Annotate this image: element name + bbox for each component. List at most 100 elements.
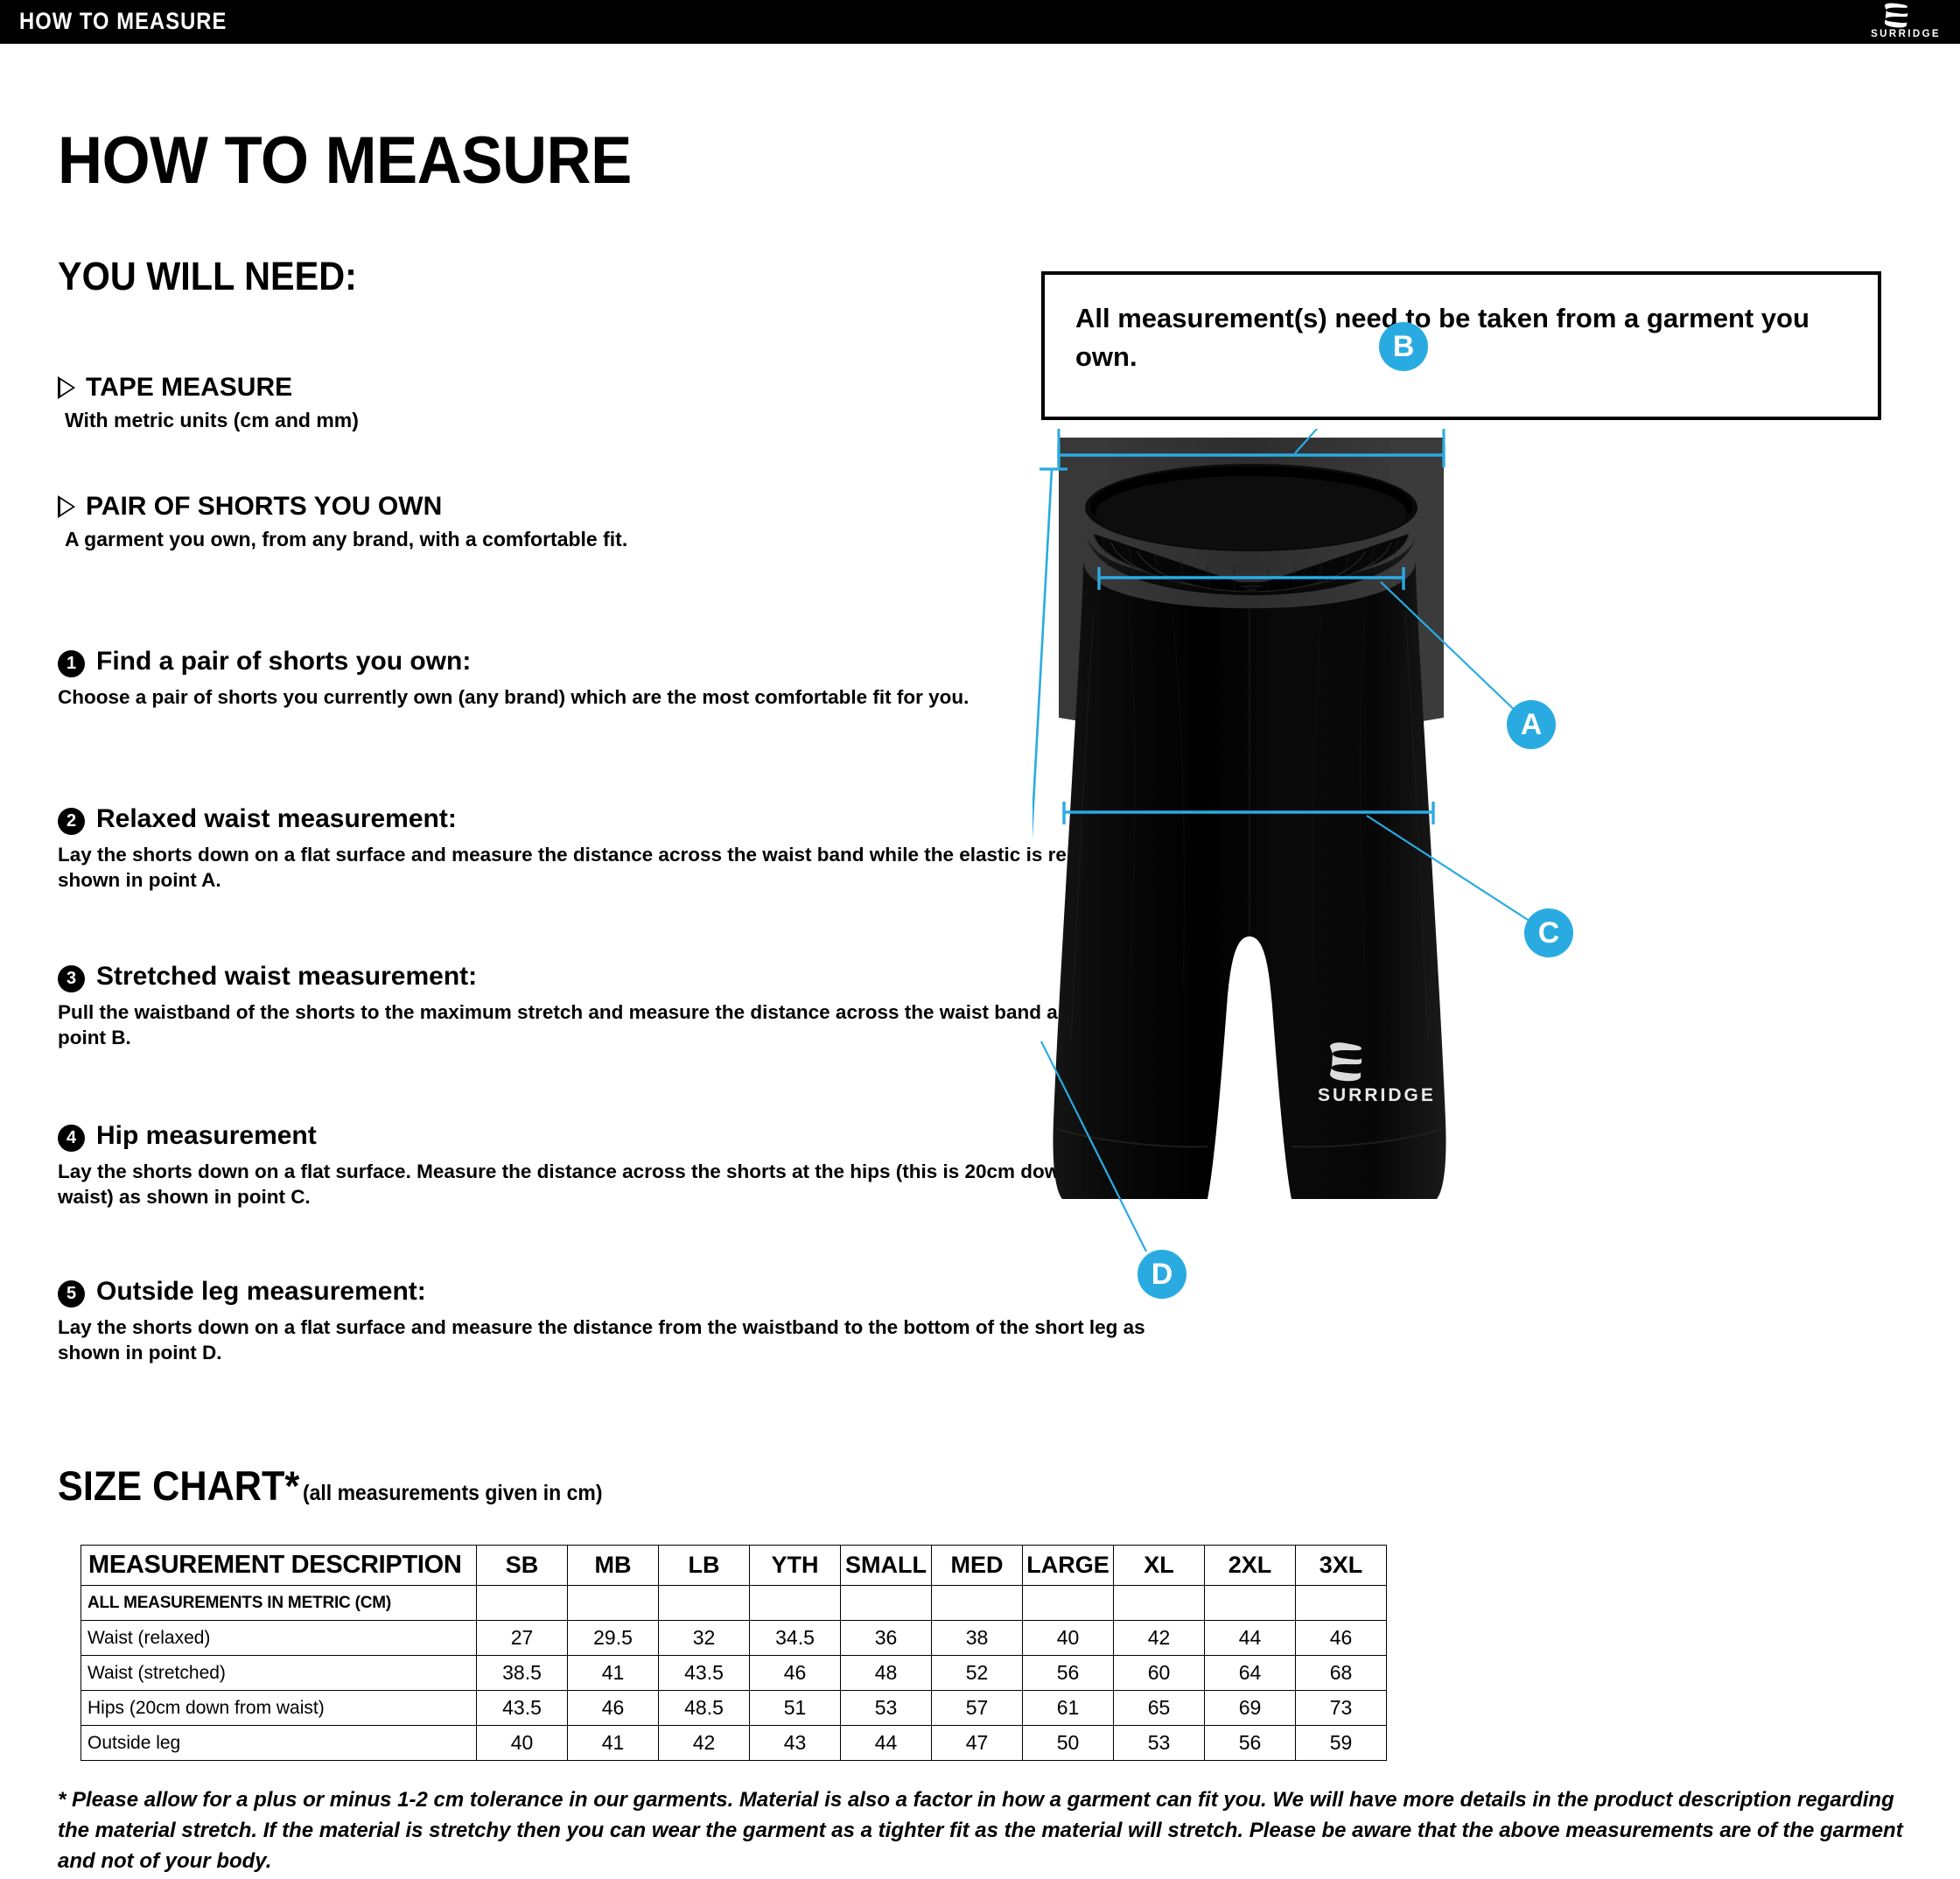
table-row-metric-note: ALL MEASUREMENTS IN METRIC (CM) — [80, 1585, 1387, 1621]
cell-value: 60 — [1113, 1655, 1205, 1691]
cell-value: 27 — [476, 1620, 568, 1656]
step-5: 5 Outside leg measurement: Lay the short… — [58, 1278, 1195, 1366]
callout-text: All measurement(s) need to be taken from… — [1075, 303, 1810, 373]
step-number-badge: 2 — [58, 808, 85, 835]
size-chart-table: MEASUREMENT DESCRIPTION SB MB LB YTH SMA… — [80, 1545, 1387, 1761]
top-bar: HOW TO MEASURE SURRIDGE — [0, 0, 1960, 44]
cell-value: 52 — [931, 1655, 1023, 1691]
cell-value: 44 — [840, 1725, 932, 1761]
col-mb: MB — [567, 1545, 659, 1586]
cell-value: 64 — [1204, 1655, 1296, 1691]
need-description: A garment you own, from any brand, with … — [65, 528, 628, 550]
cell-value: 53 — [1113, 1725, 1205, 1761]
triangle-bullet-icon — [58, 376, 75, 399]
step-1: 1 Find a pair of shorts you own: Choose … — [58, 648, 1195, 711]
cell-value: 46 — [567, 1690, 659, 1726]
cell-value: 46 — [749, 1655, 841, 1691]
size-chart-title: SIZE CHART* — [58, 1462, 300, 1509]
marker-badge-d: D — [1138, 1250, 1186, 1299]
cell-value: 38 — [931, 1620, 1023, 1656]
step-body: Choose a pair of shorts you currently ow… — [58, 686, 970, 708]
step-header: 4 Hip measurement — [58, 1122, 1195, 1152]
step-header: 5 Outside leg measurement: — [58, 1278, 1195, 1308]
step-title: Stretched waist measurement: — [96, 962, 478, 991]
table-row: Outside leg 40 41 42 43 44 47 50 53 56 5… — [80, 1725, 1387, 1761]
need-title-label: PAIR OF SHORTS YOU OWN — [86, 492, 443, 521]
row-label: Hips (20cm down from waist) — [80, 1690, 477, 1726]
step-header: 1 Find a pair of shorts you own: — [58, 648, 1195, 677]
shorts-illustration: SURRIDGE — [943, 325, 1541, 1462]
need-item-pair-of-shorts: PAIR OF SHORTS YOU OWN A garment you own… — [58, 492, 627, 551]
cell-value: 53 — [840, 1690, 932, 1726]
step-header: 3 Stretched waist measurement: — [58, 963, 1195, 992]
cell-value: 43.5 — [476, 1690, 568, 1726]
surridge-print: SURRIDGE — [1318, 1042, 1436, 1105]
step-3: 3 Stretched waist measurement: Pull the … — [58, 963, 1195, 1051]
size-chart-heading: SIZE CHART* (all measurements given in c… — [58, 1462, 603, 1510]
cell-value: 48 — [840, 1655, 932, 1691]
marker-badge-b: B — [1379, 322, 1428, 371]
cell-value: 29.5 — [567, 1620, 659, 1656]
step-number-badge: 5 — [58, 1280, 85, 1308]
step-body: Pull the waistband of the shorts to the … — [58, 1001, 1160, 1048]
top-bar-title: HOW TO MEASURE — [19, 8, 228, 34]
empty-cell — [1113, 1585, 1205, 1621]
cell-value: 41 — [567, 1655, 659, 1691]
cell-value: 48.5 — [658, 1690, 750, 1726]
empty-cell — [1204, 1585, 1296, 1621]
marker-badge-c: C — [1524, 908, 1573, 957]
cell-value: 40 — [476, 1725, 568, 1761]
col-measurement-description: MEASUREMENT DESCRIPTION — [80, 1545, 477, 1586]
shorts-measurement-diagram: SURRIDGE — [943, 322, 1960, 1497]
cell-value: 36 — [840, 1620, 932, 1656]
cell-value: 56 — [1022, 1655, 1114, 1691]
col-lb: LB — [658, 1545, 750, 1586]
triangle-bullet-icon — [58, 495, 75, 518]
cell-value: 42 — [658, 1725, 750, 1761]
page-title: HOW TO MEASURE — [58, 123, 632, 198]
marker-badge-a: A — [1507, 700, 1556, 749]
step-body: Lay the shorts down on a flat surface an… — [58, 844, 1144, 891]
surridge-ss-logo-icon — [1884, 3, 1908, 28]
table-row: Waist (stretched) 38.5 41 43.5 46 48 52 … — [80, 1655, 1387, 1691]
cell-value: 40 — [1022, 1620, 1114, 1656]
col-small: SMALL — [840, 1545, 932, 1586]
need-title-row: TAPE MEASURE — [58, 373, 359, 403]
cell-value: 59 — [1295, 1725, 1387, 1761]
empty-cell — [1295, 1585, 1387, 1621]
step-body: Lay the shorts down on a flat surface. M… — [58, 1160, 1157, 1208]
cell-value: 34.5 — [749, 1620, 841, 1656]
cell-value: 32 — [658, 1620, 750, 1656]
step-title: Hip measurement — [96, 1121, 317, 1150]
step-body: Lay the shorts down on a flat surface an… — [58, 1316, 1145, 1364]
empty-cell — [749, 1585, 841, 1621]
need-title-row: PAIR OF SHORTS YOU OWN — [58, 492, 627, 522]
cell-value: 38.5 — [476, 1655, 568, 1691]
cell-value: 68 — [1295, 1655, 1387, 1691]
step-number-badge: 4 — [58, 1125, 85, 1152]
cell-value: 43 — [749, 1725, 841, 1761]
cell-value: 42 — [1113, 1620, 1205, 1656]
empty-cell — [476, 1585, 568, 1621]
col-xl: XL — [1113, 1545, 1205, 1586]
cell-value: 43.5 — [658, 1655, 750, 1691]
step-2: 2 Relaxed waist measurement: Lay the sho… — [58, 805, 1195, 894]
need-item-tape-measure: TAPE MEASURE With metric units (cm and m… — [58, 373, 359, 432]
col-3xl: 3XL — [1295, 1545, 1387, 1586]
brand-wordmark: SURRIDGE — [1871, 29, 1941, 39]
table-row: Waist (relaxed) 27 29.5 32 34.5 36 38 40… — [80, 1620, 1387, 1656]
svg-text:SURRIDGE: SURRIDGE — [1318, 1085, 1436, 1105]
cell-value: 44 — [1204, 1620, 1296, 1656]
step-title: Outside leg measurement: — [96, 1277, 426, 1306]
step-header: 2 Relaxed waist measurement: — [58, 805, 1195, 835]
you-will-need-heading: YOU WILL NEED: — [58, 254, 357, 298]
col-yth: YTH — [749, 1545, 841, 1586]
empty-cell — [931, 1585, 1023, 1621]
metric-note: ALL MEASUREMENTS IN METRIC (CM) — [80, 1585, 477, 1621]
col-med: MED — [931, 1545, 1023, 1586]
row-label: Waist (stretched) — [80, 1655, 477, 1691]
step-4: 4 Hip measurement Lay the shorts down on… — [58, 1122, 1195, 1210]
cell-value: 47 — [931, 1725, 1023, 1761]
step-number-badge: 1 — [58, 650, 85, 677]
cell-value: 61 — [1022, 1690, 1114, 1726]
